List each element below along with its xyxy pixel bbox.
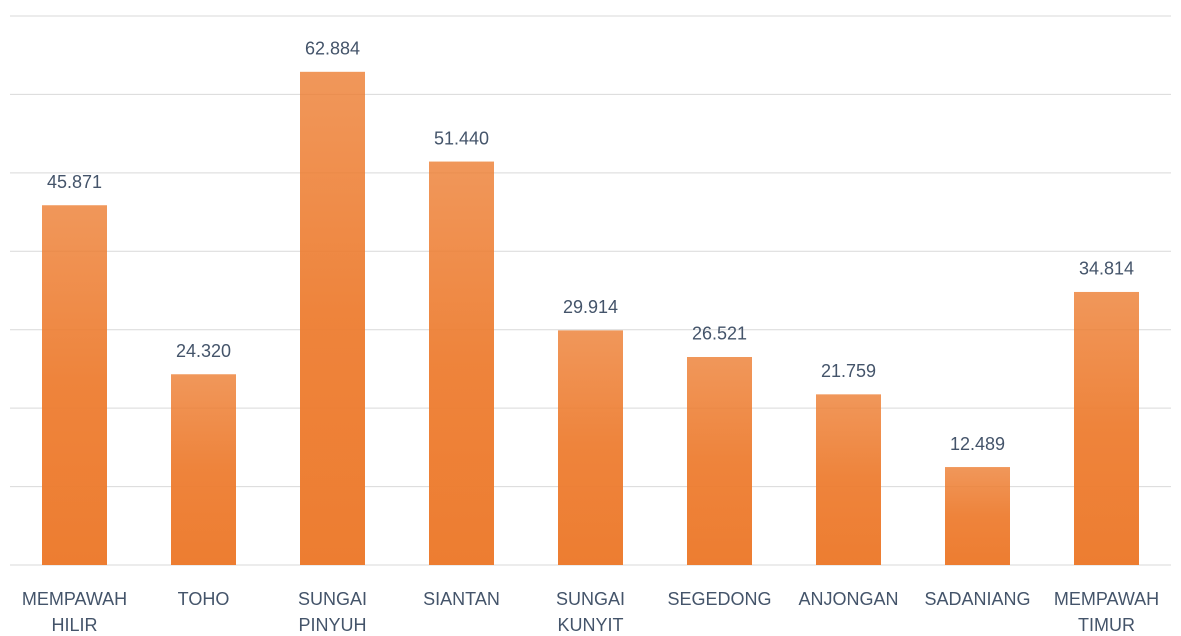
data-label: 34.814 — [1079, 259, 1134, 279]
data-label: 51.440 — [434, 128, 489, 148]
data-label: 62.884 — [305, 39, 360, 59]
bar — [816, 394, 881, 565]
x-tick-label: MEMPAWAH TIMUR — [1054, 589, 1159, 635]
bar — [687, 356, 752, 565]
bar — [300, 71, 365, 566]
data-label: 45.871 — [47, 172, 102, 192]
x-tick-label: SUNGAI KUNYIT — [556, 589, 625, 635]
bar — [558, 330, 623, 565]
x-tick-label: SIANTAN — [423, 589, 500, 609]
x-tick-label: SEGEDONG — [667, 589, 771, 609]
bar — [1074, 291, 1139, 565]
x-tick-label: SUNGAI PINYUH — [298, 589, 367, 635]
x-tick-label: ANJONGAN — [798, 589, 898, 609]
bar — [945, 467, 1010, 565]
data-label: 24.320 — [176, 341, 231, 361]
x-tick-label: MEMPAWAH HILIR — [22, 589, 127, 635]
x-tick-label: TOHO — [178, 589, 230, 609]
bar — [42, 205, 107, 565]
x-tick-label: SADANIANG — [924, 589, 1030, 609]
data-label: 21.759 — [821, 361, 876, 381]
data-label: 12.489 — [950, 434, 1005, 454]
bar — [171, 374, 236, 565]
data-label: 26.521 — [692, 324, 747, 344]
data-label: 29.914 — [563, 297, 618, 317]
bar — [429, 161, 494, 566]
